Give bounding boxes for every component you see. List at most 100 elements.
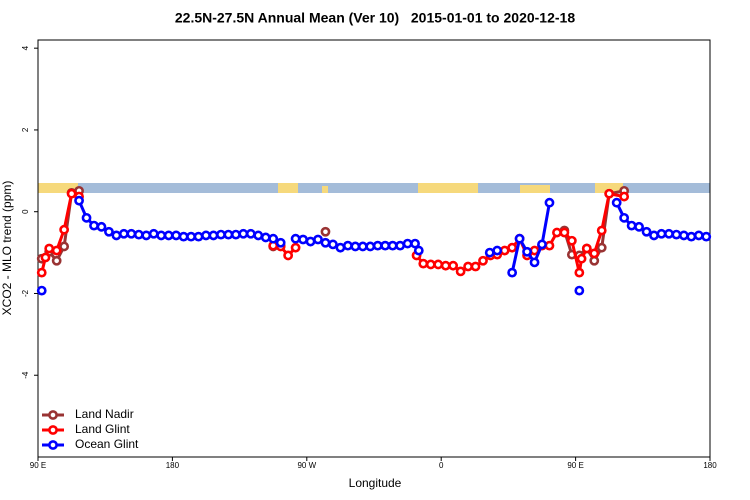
- y-tick-label: 4: [21, 45, 30, 50]
- data-point: [574, 285, 585, 296]
- data-point: [156, 230, 167, 241]
- data-point: [455, 266, 466, 277]
- data-point: [522, 246, 532, 257]
- data-point: [230, 229, 241, 240]
- data-point: [275, 237, 286, 248]
- data-point: [253, 230, 264, 241]
- data-point: [223, 229, 234, 240]
- data-point: [342, 240, 353, 251]
- x-axis-label: Longitude: [349, 476, 402, 490]
- data-point: [596, 225, 607, 236]
- data-point: [574, 267, 585, 278]
- y-tick-label: -2: [21, 289, 30, 297]
- data-point: [40, 252, 51, 263]
- data-point: [372, 240, 383, 251]
- data-point: [290, 233, 301, 244]
- data-point: [619, 212, 630, 223]
- data-point: [313, 234, 323, 245]
- land-strip: [418, 183, 478, 193]
- data-point: [492, 245, 503, 256]
- data-point: [410, 238, 420, 249]
- land-strip: [278, 183, 298, 193]
- data-point: [171, 230, 182, 241]
- data-point: [59, 241, 70, 252]
- data-point: [484, 247, 495, 258]
- data-point: [118, 228, 129, 239]
- data-point: [36, 285, 47, 296]
- data-point: [186, 231, 196, 242]
- data-point: [126, 228, 137, 239]
- data-point: [104, 226, 114, 237]
- data-point: [596, 242, 607, 253]
- data-point: [656, 228, 667, 239]
- data-point: [566, 235, 577, 246]
- x-tick-label: 90 E: [567, 461, 583, 470]
- data-point: [537, 239, 547, 250]
- x-tick-label: 90 E: [30, 461, 46, 470]
- data-point: [290, 242, 301, 253]
- data-point: [448, 260, 459, 271]
- data-point: [208, 230, 219, 241]
- data-point: [320, 226, 331, 237]
- data-point: [305, 236, 316, 247]
- data-point: [604, 188, 615, 199]
- data-point: [499, 245, 510, 256]
- data-point: [335, 242, 346, 253]
- data-point: [201, 230, 211, 241]
- data-point: [96, 221, 107, 232]
- chart-title: 22.5N-27.5N Annual Mean (Ver 10) 2015-01…: [175, 10, 575, 26]
- legend-label: Land Nadir: [75, 407, 134, 421]
- data-point: [402, 238, 413, 249]
- data-point: [193, 231, 204, 242]
- data-point: [413, 245, 424, 256]
- data-point: [581, 243, 592, 254]
- data-point: [433, 259, 444, 270]
- data-point: [641, 226, 652, 237]
- data-point: [357, 241, 368, 252]
- data-point: [74, 195, 84, 206]
- data-point: [148, 228, 159, 239]
- legend-swatch-point: [48, 440, 58, 450]
- land-strip: [595, 183, 623, 193]
- data-point: [552, 227, 562, 238]
- data-point: [693, 230, 704, 241]
- data-point: [611, 197, 622, 208]
- data-point: [507, 242, 518, 253]
- data-point: [649, 230, 659, 241]
- data-point: [51, 245, 62, 256]
- data-point: [89, 220, 99, 231]
- data-point: [365, 241, 376, 252]
- data-point: [701, 231, 712, 242]
- data-point: [298, 234, 308, 245]
- data-point: [238, 228, 249, 239]
- data-point: [529, 257, 540, 268]
- data-point: [111, 230, 122, 241]
- y-tick-label: 2: [21, 127, 30, 132]
- data-point: [664, 228, 674, 239]
- data-point: [544, 197, 555, 208]
- legend-swatch-point: [48, 410, 58, 420]
- land-strip: [38, 183, 78, 193]
- data-point: [178, 231, 189, 242]
- data-point: [320, 237, 331, 248]
- land-strip: [520, 185, 550, 193]
- data-point: [418, 258, 429, 269]
- data-point: [686, 231, 697, 242]
- data-point: [44, 243, 55, 254]
- data-point: [463, 261, 473, 272]
- data-point: [216, 229, 226, 240]
- data-point: [507, 267, 518, 278]
- data-point: [163, 230, 174, 241]
- y-tick-label: -4: [21, 371, 30, 379]
- data-point: [559, 227, 570, 238]
- data-point: [283, 250, 294, 261]
- data-point: [514, 233, 525, 244]
- data-point: [589, 248, 600, 259]
- data-point: [671, 229, 682, 240]
- data-point: [634, 221, 644, 232]
- legend-swatch-point: [48, 425, 58, 435]
- land-mask-strip: [38, 183, 710, 193]
- data-point: [470, 261, 481, 272]
